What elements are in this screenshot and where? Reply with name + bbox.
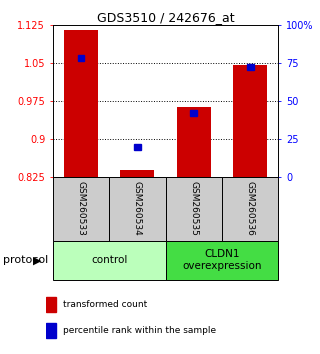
- Bar: [46, 297, 56, 312]
- Text: transformed count: transformed count: [63, 299, 147, 309]
- Bar: [233, 65, 267, 177]
- Text: GSM260534: GSM260534: [133, 182, 142, 236]
- Bar: [46, 323, 56, 338]
- Bar: [134, 143, 141, 150]
- Title: GDS3510 / 242676_at: GDS3510 / 242676_at: [97, 11, 235, 24]
- Bar: [166, 177, 222, 241]
- Text: CLDN1
overexpression: CLDN1 overexpression: [182, 249, 262, 271]
- Bar: [53, 241, 166, 280]
- Bar: [222, 177, 278, 241]
- Text: ▶: ▶: [33, 255, 41, 265]
- Bar: [78, 55, 84, 61]
- Bar: [247, 64, 253, 70]
- Text: control: control: [91, 255, 127, 265]
- Bar: [64, 30, 98, 177]
- Text: GSM260536: GSM260536: [246, 181, 255, 236]
- Bar: [177, 107, 211, 177]
- Text: GSM260533: GSM260533: [76, 181, 85, 236]
- Text: percentile rank within the sample: percentile rank within the sample: [63, 326, 216, 335]
- Text: protocol: protocol: [3, 255, 48, 265]
- Bar: [190, 110, 197, 116]
- Text: GSM260535: GSM260535: [189, 181, 198, 236]
- Bar: [166, 241, 278, 280]
- Bar: [120, 170, 154, 177]
- Bar: [53, 177, 109, 241]
- Bar: [109, 177, 166, 241]
